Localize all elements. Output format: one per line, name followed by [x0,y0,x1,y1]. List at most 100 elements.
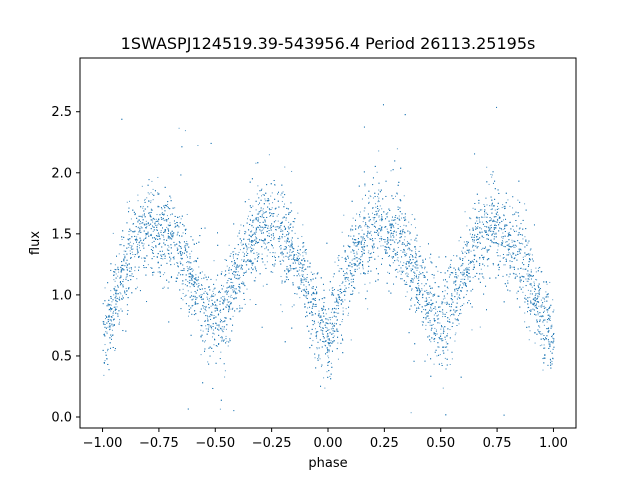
data-point [199,272,201,274]
data-point [236,265,238,267]
data-point [319,358,321,360]
data-point [504,264,506,266]
data-point [361,229,363,231]
data-point [465,244,467,246]
data-point [376,171,378,173]
data-point [297,245,299,247]
data-point [225,270,227,272]
data-point [289,254,291,256]
data-point [429,324,431,326]
data-point [406,253,408,255]
data-point [423,285,425,287]
data-point [538,305,540,307]
data-point [446,293,448,295]
data-point [486,212,488,214]
data-point [318,314,320,316]
data-point [176,247,178,249]
data-point [225,328,227,330]
data-point [245,261,247,263]
data-point [352,292,354,294]
data-point [166,248,168,250]
data-point [464,256,466,258]
data-point [269,252,271,254]
data-point [192,277,194,279]
data-point [213,329,215,331]
data-point [237,277,239,279]
data-point [442,387,444,389]
data-point [455,332,457,334]
data-point [342,307,344,309]
data-point [228,306,230,308]
data-point [437,286,439,288]
data-point [368,250,370,252]
data-point [115,273,117,275]
data-point [143,243,145,245]
data-point [399,226,401,228]
data-point [158,223,160,225]
data-point [468,276,470,278]
data-point [242,281,244,283]
data-point [284,227,286,229]
data-point [426,299,428,301]
data-point [247,218,249,220]
data-point [525,278,527,280]
data-point [496,218,498,220]
data-point [499,217,501,219]
data-point [301,236,303,238]
data-point [407,276,409,278]
data-point [243,284,245,286]
data-point [529,249,531,251]
data-point [271,207,273,209]
data-point [361,237,363,239]
data-point [460,278,462,280]
data-point [238,311,240,313]
data-point [311,292,313,294]
data-point [252,268,254,270]
data-point [245,244,246,246]
data-point [350,251,352,253]
data-point [457,296,459,298]
data-point [226,306,228,308]
data-point [518,242,520,244]
data-point [351,259,353,261]
data-point [361,243,363,245]
data-point [462,252,464,254]
data-point [531,254,533,256]
data-point [440,328,442,330]
data-point [168,249,170,251]
data-point [146,197,148,199]
data-point [401,229,403,231]
data-point [327,362,329,364]
data-point [487,233,489,235]
data-point [104,344,106,346]
data-point [136,236,138,238]
data-point [538,292,540,294]
data-point [191,250,193,252]
data-point [284,240,286,242]
data-point [490,205,492,207]
data-point [261,253,263,255]
data-point [472,240,474,242]
data-point [503,245,505,247]
data-point [155,229,157,231]
data-point [256,217,258,219]
data-point [338,305,340,307]
data-point [447,287,449,289]
data-point [393,241,395,243]
data-point [524,236,526,238]
data-point [161,208,163,210]
data-point [490,246,492,248]
data-point [418,282,419,284]
data-point [409,257,411,259]
data-point [241,259,243,261]
data-point [394,249,396,251]
data-point [304,290,306,292]
data-point [138,226,140,228]
data-point [298,261,300,263]
data-point [303,270,305,272]
data-point [472,277,474,279]
data-point [291,242,293,244]
data-point [289,251,291,253]
data-point [275,220,277,222]
data-point [198,282,200,284]
